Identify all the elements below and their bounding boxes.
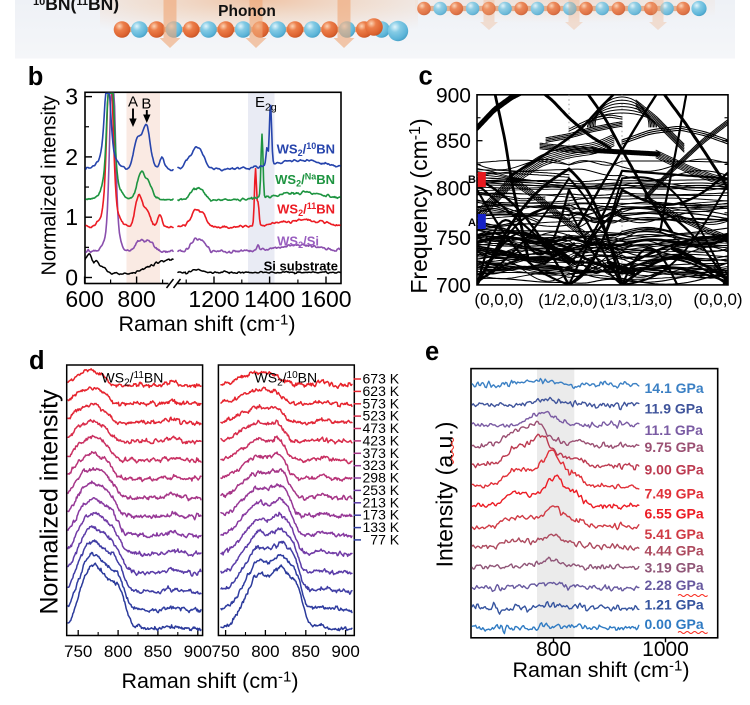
svg-text:c: c <box>419 63 433 91</box>
svg-text:473 K: 473 K <box>363 420 400 436</box>
svg-text:1600: 1600 <box>300 286 351 312</box>
svg-text:800: 800 <box>436 178 471 201</box>
svg-text:2: 2 <box>65 144 78 170</box>
svg-text:(0,0,0): (0,0,0) <box>693 290 742 309</box>
svg-text:9.75 GPa: 9.75 GPa <box>645 439 704 455</box>
svg-text:(0,0,0): (0,0,0) <box>474 290 523 309</box>
svg-text:Intensity (a.u.): Intensity (a.u.) <box>432 422 458 568</box>
svg-text:850: 850 <box>292 642 320 661</box>
svg-text:B: B <box>141 95 151 112</box>
svg-text:Normalized intensity: Normalized intensity <box>39 95 61 275</box>
svg-text:3.19 GPa: 3.19 GPa <box>645 560 704 576</box>
svg-text:850: 850 <box>144 642 172 661</box>
svg-text:173 K: 173 K <box>363 507 400 523</box>
svg-text:4.44 GPa: 4.44 GPa <box>645 543 704 559</box>
svg-text:750: 750 <box>64 642 92 661</box>
svg-text:800: 800 <box>251 642 279 661</box>
svg-text:1000: 1000 <box>642 638 689 661</box>
svg-text:b: b <box>28 63 44 91</box>
svg-text:298 K: 298 K <box>363 470 400 486</box>
svg-text:WS2/10BN: WS2/10BN <box>277 141 335 158</box>
svg-text:7.49 GPa: 7.49 GPa <box>645 486 704 502</box>
svg-text:Phonon: Phonon <box>218 3 276 20</box>
svg-text:133 K: 133 K <box>363 519 400 535</box>
svg-text:Raman shift (cm-1): Raman shift (cm-1) <box>121 669 298 694</box>
svg-text:Normalized intensity: Normalized intensity <box>36 389 64 615</box>
svg-text:600: 600 <box>65 286 103 312</box>
svg-text:423 K: 423 K <box>363 432 400 448</box>
svg-text:WS2/10BN: WS2/10BN <box>255 370 318 389</box>
svg-text:9.00 GPa: 9.00 GPa <box>645 462 704 478</box>
svg-text:A: A <box>128 94 138 111</box>
svg-text:11.1 GPa: 11.1 GPa <box>645 422 704 438</box>
svg-text:1.21 GPa: 1.21 GPa <box>645 596 704 612</box>
svg-text:Raman shift (cm-1): Raman shift (cm-1) <box>512 658 689 683</box>
svg-text:800: 800 <box>117 286 155 312</box>
svg-text:750: 750 <box>211 642 239 661</box>
svg-text:d: d <box>29 347 45 375</box>
svg-text:WS2/Si: WS2/Si <box>277 234 319 251</box>
svg-text:213 K: 213 K <box>363 494 400 510</box>
svg-text:750: 750 <box>436 227 471 250</box>
svg-text:Frequency (cm-1): Frequency (cm-1) <box>406 118 432 293</box>
svg-text:0: 0 <box>65 265 78 291</box>
svg-text:0.00 GPa: 0.00 GPa <box>645 616 704 632</box>
svg-text:253 K: 253 K <box>363 482 400 498</box>
svg-text:800: 800 <box>536 638 571 661</box>
svg-text:523 K: 523 K <box>363 408 400 424</box>
svg-text:3: 3 <box>65 84 78 110</box>
svg-text:373 K: 373 K <box>363 445 400 461</box>
svg-text:WS2/NaBN: WS2/NaBN <box>275 172 335 189</box>
svg-text:900: 900 <box>184 642 212 661</box>
svg-text:10BN(11BN): 10BN(11BN) <box>33 0 119 14</box>
svg-text:B: B <box>468 174 476 186</box>
svg-text:5.41 GPa: 5.41 GPa <box>645 526 704 542</box>
svg-text:323 K: 323 K <box>363 457 400 473</box>
svg-text:2.28 GPa: 2.28 GPa <box>645 577 704 593</box>
svg-text:6.55 GPa: 6.55 GPa <box>645 506 704 522</box>
svg-text:WS2/11BN: WS2/11BN <box>277 201 335 218</box>
svg-text:900: 900 <box>436 84 471 107</box>
svg-text:(1/3,1/3,0): (1/3,1/3,0) <box>600 292 673 309</box>
svg-text:800: 800 <box>104 642 132 661</box>
svg-text:14.1 GPa: 14.1 GPa <box>645 380 704 396</box>
svg-text:573 K: 573 K <box>363 395 400 411</box>
svg-text:Si substrate: Si substrate <box>264 259 338 274</box>
svg-text:Raman shift (cm-1): Raman shift (cm-1) <box>118 312 295 337</box>
svg-text:77 K: 77 K <box>370 531 399 547</box>
svg-text:(1/2,0,0): (1/2,0,0) <box>538 292 598 309</box>
svg-text:900: 900 <box>331 642 359 661</box>
svg-text:623 K: 623 K <box>363 383 400 399</box>
svg-text:673 K: 673 K <box>363 371 400 387</box>
svg-text:700: 700 <box>436 274 471 297</box>
svg-text:850: 850 <box>436 130 471 153</box>
svg-text:1200: 1200 <box>188 286 239 312</box>
svg-text:1: 1 <box>65 204 78 230</box>
svg-text:WS2/11BN: WS2/11BN <box>102 370 164 389</box>
svg-text:11.9 GPa: 11.9 GPa <box>645 401 704 417</box>
svg-text:A: A <box>468 217 476 229</box>
svg-text:1400: 1400 <box>244 286 295 312</box>
svg-text:e: e <box>425 338 439 366</box>
